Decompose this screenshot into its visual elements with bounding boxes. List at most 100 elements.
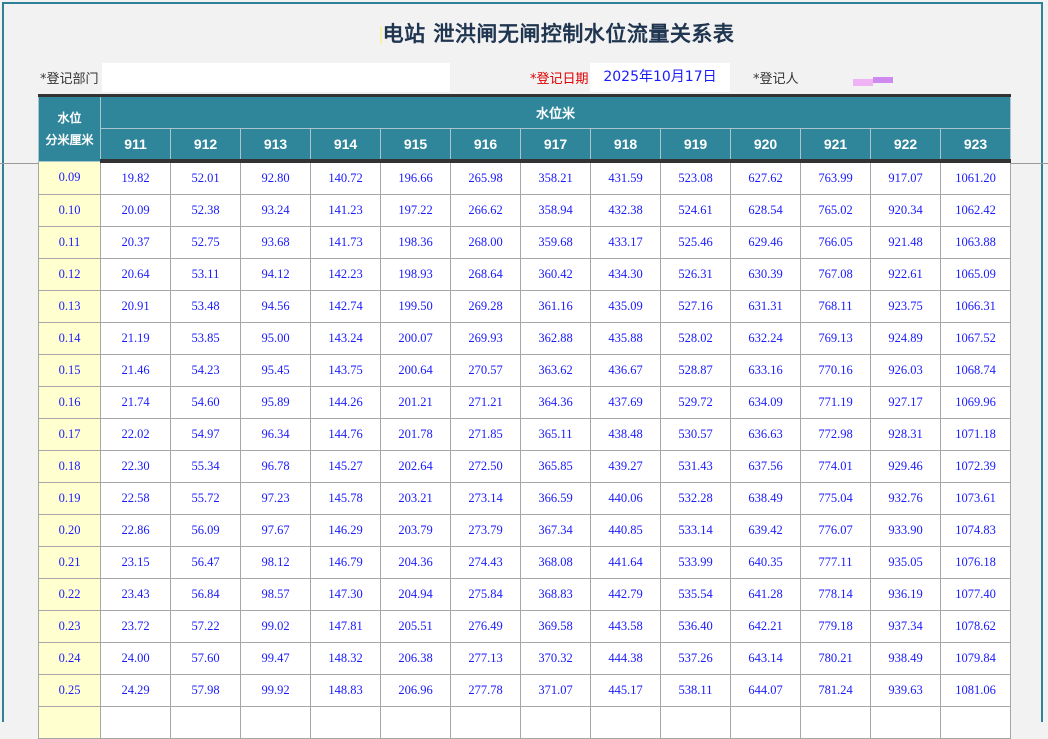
flow-cell[interactable]: 20.91 [100, 290, 171, 323]
flow-cell[interactable]: 144.76 [310, 418, 381, 451]
flow-cell[interactable]: 144.26 [310, 386, 381, 419]
flow-cell[interactable]: 364.36 [520, 386, 591, 419]
flow-cell[interactable]: 436.67 [590, 354, 661, 387]
flow-cell[interactable]: 531.43 [660, 450, 731, 483]
flow-cell[interactable]: 938.49 [870, 642, 941, 675]
flow-cell[interactable]: 525.46 [660, 226, 731, 259]
flow-cell[interactable]: 772.98 [800, 418, 871, 451]
flow-cell[interactable]: 20.37 [100, 226, 171, 259]
flow-cell[interactable] [590, 706, 661, 739]
flow-cell[interactable]: 370.32 [520, 642, 591, 675]
flow-cell[interactable]: 97.67 [240, 514, 311, 547]
level-cell[interactable]: 0.13 [38, 290, 101, 323]
flow-cell[interactable]: 197.22 [380, 194, 451, 227]
flow-cell[interactable]: 24.29 [100, 674, 171, 707]
flow-cell[interactable]: 1071.18 [940, 418, 1011, 451]
flow-cell[interactable]: 444.38 [590, 642, 661, 675]
flow-cell[interactable]: 203.79 [380, 514, 451, 547]
flow-cell[interactable]: 1077.40 [940, 578, 1011, 611]
flow-cell[interactable]: 99.92 [240, 674, 311, 707]
flow-cell[interactable]: 928.31 [870, 418, 941, 451]
flow-cell[interactable]: 21.74 [100, 386, 171, 419]
flow-cell[interactable]: 95.45 [240, 354, 311, 387]
flow-cell[interactable]: 917.07 [870, 160, 941, 195]
flow-cell[interactable]: 272.50 [450, 450, 521, 483]
level-cell[interactable]: 0.21 [38, 546, 101, 579]
flow-cell[interactable]: 533.99 [660, 546, 731, 579]
flow-cell[interactable] [800, 706, 871, 739]
flow-cell[interactable]: 537.26 [660, 642, 731, 675]
flow-cell[interactable]: 922.61 [870, 258, 941, 291]
level-cell[interactable]: 0.14 [38, 322, 101, 355]
flow-cell[interactable]: 141.23 [310, 194, 381, 227]
flow-cell[interactable]: 142.74 [310, 290, 381, 323]
flow-cell[interactable]: 629.46 [730, 226, 801, 259]
flow-cell[interactable]: 273.14 [450, 482, 521, 515]
flow-cell[interactable]: 434.30 [590, 258, 661, 291]
flow-cell[interactable]: 778.14 [800, 578, 871, 611]
flow-cell[interactable]: 1065.09 [940, 258, 1011, 291]
flow-cell[interactable]: 99.02 [240, 610, 311, 643]
flow-cell[interactable]: 23.72 [100, 610, 171, 643]
flow-cell[interactable]: 1069.96 [940, 386, 1011, 419]
flow-cell[interactable]: 275.84 [450, 578, 521, 611]
flow-cell[interactable]: 21.19 [100, 322, 171, 355]
flow-cell[interactable]: 268.64 [450, 258, 521, 291]
flow-cell[interactable]: 145.78 [310, 482, 381, 515]
level-cell[interactable]: 0.23 [38, 610, 101, 643]
flow-cell[interactable]: 57.60 [170, 642, 241, 675]
flow-cell[interactable]: 768.11 [800, 290, 871, 323]
flow-cell[interactable]: 363.62 [520, 354, 591, 387]
flow-cell[interactable] [450, 706, 521, 739]
flow-cell[interactable]: 920.34 [870, 194, 941, 227]
flow-cell[interactable]: 270.57 [450, 354, 521, 387]
flow-cell[interactable]: 644.07 [730, 674, 801, 707]
flow-cell[interactable]: 93.68 [240, 226, 311, 259]
flow-cell[interactable]: 781.24 [800, 674, 871, 707]
flow-cell[interactable]: 200.64 [380, 354, 451, 387]
flow-cell[interactable]: 929.46 [870, 450, 941, 483]
level-cell[interactable]: 0.24 [38, 642, 101, 675]
flow-cell[interactable]: 140.72 [310, 160, 381, 195]
flow-cell[interactable]: 24.00 [100, 642, 171, 675]
flow-cell[interactable]: 1063.88 [940, 226, 1011, 259]
flow-cell[interactable]: 1072.39 [940, 450, 1011, 483]
flow-cell[interactable]: 923.75 [870, 290, 941, 323]
flow-cell[interactable]: 203.21 [380, 482, 451, 515]
flow-cell[interactable]: 1081.06 [940, 674, 1011, 707]
level-cell[interactable]: 0.09 [38, 160, 101, 195]
flow-cell[interactable]: 432.38 [590, 194, 661, 227]
flow-cell[interactable]: 277.13 [450, 642, 521, 675]
flow-cell[interactable]: 935.05 [870, 546, 941, 579]
date-field[interactable]: 2025年10月17日 [590, 63, 730, 92]
flow-cell[interactable]: 631.31 [730, 290, 801, 323]
flow-cell[interactable]: 630.39 [730, 258, 801, 291]
flow-cell[interactable]: 936.19 [870, 578, 941, 611]
flow-cell[interactable]: 269.28 [450, 290, 521, 323]
flow-cell[interactable]: 22.30 [100, 450, 171, 483]
flow-cell[interactable]: 359.68 [520, 226, 591, 259]
flow-cell[interactable]: 367.34 [520, 514, 591, 547]
flow-cell[interactable]: 774.01 [800, 450, 871, 483]
flow-cell[interactable]: 276.49 [450, 610, 521, 643]
flow-cell[interactable]: 932.76 [870, 482, 941, 515]
flow-cell[interactable]: 99.47 [240, 642, 311, 675]
flow-cell[interactable]: 767.08 [800, 258, 871, 291]
flow-cell[interactable]: 926.03 [870, 354, 941, 387]
flow-cell[interactable]: 368.08 [520, 546, 591, 579]
flow-cell[interactable]: 142.23 [310, 258, 381, 291]
flow-cell[interactable]: 96.34 [240, 418, 311, 451]
flow-cell[interactable]: 265.98 [450, 160, 521, 195]
flow-cell[interactable]: 23.43 [100, 578, 171, 611]
flow-cell[interactable]: 204.36 [380, 546, 451, 579]
flow-cell[interactable]: 638.49 [730, 482, 801, 515]
flow-cell[interactable] [730, 706, 801, 739]
flow-cell[interactable]: 22.02 [100, 418, 171, 451]
flow-cell[interactable]: 274.43 [450, 546, 521, 579]
flow-cell[interactable]: 147.81 [310, 610, 381, 643]
flow-cell[interactable]: 56.47 [170, 546, 241, 579]
flow-cell[interactable]: 362.88 [520, 322, 591, 355]
flow-cell[interactable]: 52.75 [170, 226, 241, 259]
flow-cell[interactable]: 54.97 [170, 418, 241, 451]
flow-cell[interactable]: 371.07 [520, 674, 591, 707]
